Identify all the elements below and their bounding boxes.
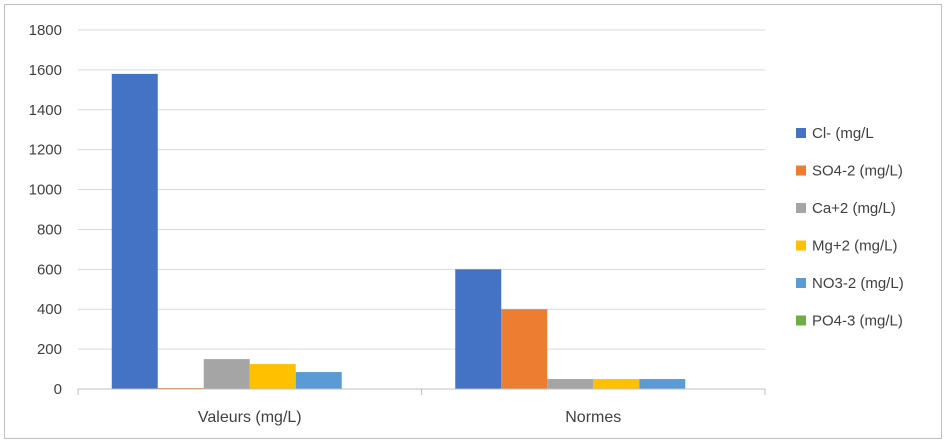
y-tick-label: 1200 <box>29 142 62 159</box>
bar-1-2 <box>455 269 502 389</box>
bar-4-1 <box>249 364 296 389</box>
legend-label: NO3-2 (mg/L) <box>812 275 904 292</box>
legend-swatch <box>796 240 806 251</box>
bar-4-2 <box>593 379 640 389</box>
legend-label: Cl- (mg/L <box>812 125 874 142</box>
x-category-label: Normes <box>565 409 621 426</box>
y-axis-ticks: 0 200 400 600 800 1000 1200 1400 1600 1800 <box>29 22 62 398</box>
legend-swatch <box>796 128 806 138</box>
chart-frame <box>4 4 942 439</box>
bars <box>111 73 686 389</box>
y-tick-label: 1800 <box>29 22 62 39</box>
gridlines <box>78 29 765 350</box>
legend-label: SO4-2 (mg/L) <box>812 163 903 180</box>
bar-2-2 <box>501 309 548 389</box>
legend-swatch <box>796 278 806 288</box>
legend-swatch <box>796 315 806 326</box>
legend: Cl- (mg/L SO4-2 (mg/L) Ca+2 (mg/L) Mg+2 (mg… <box>796 125 904 330</box>
bar-5-1 <box>295 372 342 389</box>
bar-3-1 <box>203 359 250 389</box>
y-tick-label: 1600 <box>29 62 62 79</box>
legend-label: Mg+2 (mg/L) <box>812 238 897 255</box>
bar-1-1 <box>111 73 158 389</box>
bar-3-2 <box>547 379 594 389</box>
y-tick-label: 800 <box>37 221 62 238</box>
legend-label: Ca+2 (mg/L) <box>812 200 896 217</box>
x-axis-categories: Valeurs (mg/L) Normes <box>198 409 621 426</box>
y-tick-label: 1400 <box>29 102 62 119</box>
legend-swatch <box>796 203 806 213</box>
y-tick-label: 200 <box>37 341 62 358</box>
legend-label: PO4-3 (mg/L) <box>812 313 903 330</box>
bar-5-2 <box>639 379 686 389</box>
x-category-label: Valeurs (mg/L) <box>198 409 302 426</box>
x-axis <box>77 388 766 395</box>
legend-swatch <box>796 165 806 176</box>
y-tick-label: 600 <box>37 261 62 278</box>
y-tick-label: 1000 <box>29 182 62 199</box>
y-tick-label: 400 <box>37 301 62 318</box>
y-tick-label: 0 <box>54 381 62 398</box>
